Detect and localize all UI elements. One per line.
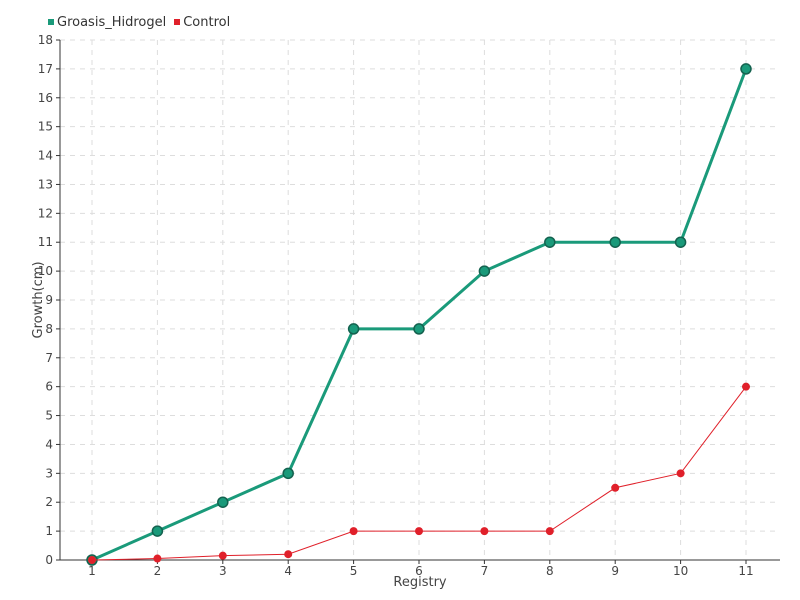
data-point[interactable] [349,527,358,536]
data-point[interactable] [544,236,556,248]
data-point[interactable] [88,556,96,564]
x-tick-label: 1 [88,564,96,578]
y-tick-label: 8 [45,322,53,336]
data-point[interactable] [282,467,294,480]
data-point[interactable] [742,382,750,391]
x-tick-label: 8 [546,564,554,578]
data-point[interactable] [609,236,621,248]
x-tick-label: 11 [738,564,753,578]
y-tick-label: 18 [38,33,53,47]
data-point[interactable] [415,527,423,536]
data-point[interactable] [674,236,687,248]
x-tick-label: 3 [219,564,227,578]
legend-swatch-control [174,19,181,25]
data-point[interactable] [347,323,360,335]
y-tick-label: 6 [45,380,53,394]
y-tick-label: 2 [45,495,53,509]
legend-item-control[interactable]: Control [174,15,230,30]
legend-swatch-groasis [48,19,54,25]
data-point[interactable] [413,323,425,335]
y-tick-label: 10 [38,264,53,278]
y-tick-label: 16 [38,91,53,105]
y-tick-label: 9 [45,293,53,307]
data-point[interactable] [217,496,229,508]
data-point[interactable] [480,527,489,536]
y-tick-label: 12 [38,206,53,220]
x-tick-label: 7 [481,564,489,578]
series-control [88,382,750,564]
y-tick-label: 5 [45,409,53,423]
y-tick-label: 17 [38,62,53,76]
y-axis-title: Growth(cm) [31,261,46,338]
y-tick-label: 14 [38,149,53,163]
data-point[interactable] [284,550,293,559]
y-tick-label: 0 [45,553,53,567]
data-point[interactable] [218,551,227,560]
x-tick-label: 5 [350,564,358,578]
y-tick-label: 15 [38,120,53,134]
legend-item-groasis[interactable]: Groasis_Hidrogel [48,15,166,30]
data-point[interactable] [478,265,491,277]
y-tick-label: 3 [45,466,53,480]
data-point[interactable] [545,527,554,536]
series-layer [86,63,752,566]
legend-label-groasis: Groasis_Hidrogel [57,14,167,30]
grid [60,39,780,560]
x-tick-label: 6 [415,564,423,578]
legend: Groasis_Hidrogel Control [48,12,230,32]
data-point[interactable] [153,554,162,563]
y-tick-label: 11 [38,235,53,249]
legend-label-control: Control [183,14,231,30]
x-tick-label: 2 [154,564,162,578]
data-point[interactable] [611,483,620,492]
y-tick-label: 1 [45,524,53,538]
y-tick-label: 13 [38,177,53,191]
x-tick-label: 9 [611,564,619,578]
data-point[interactable] [740,63,752,75]
x-ticks: 1 2 3 4 5 6 7 8 9 10 11 [88,560,754,578]
x-tick-label: 10 [673,564,688,578]
data-point[interactable] [151,525,164,537]
data-point[interactable] [676,469,685,478]
x-axis-title: Registry [393,575,447,590]
y-tick-label: 7 [45,351,53,365]
y-tick-label: 4 [45,437,53,451]
x-tick-label: 4 [284,564,292,578]
